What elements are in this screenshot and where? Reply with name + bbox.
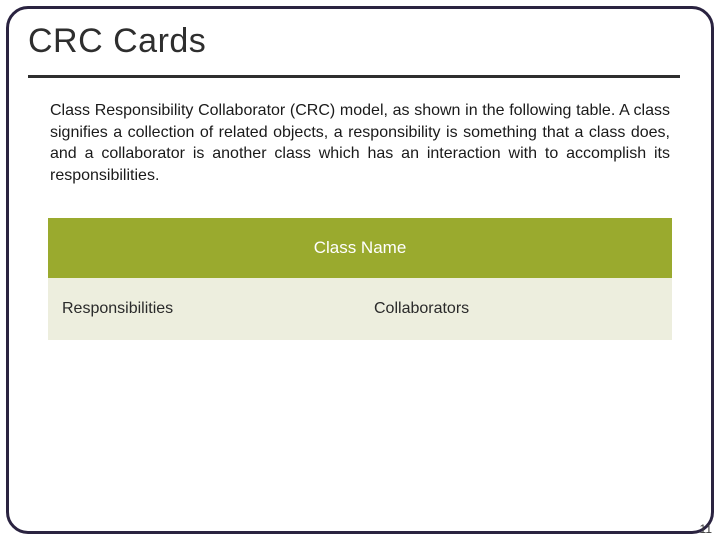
title-underline [28, 75, 680, 78]
slide: CRC Cards Class Responsibility Collabora… [0, 0, 720, 540]
crc-blank-left [48, 340, 360, 402]
crc-right-cell: Collaborators [360, 278, 672, 340]
body-text: Class Responsibility Collaborator (CRC) … [50, 100, 670, 186]
crc-blank-right [360, 340, 672, 402]
crc-right-label: Collaborators [374, 300, 469, 318]
crc-left-cell: Responsibilities [48, 278, 360, 340]
crc-label-row: Responsibilities Collaborators [48, 278, 672, 340]
crc-header: Class Name [48, 218, 672, 278]
page-number: 11 [700, 522, 712, 536]
slide-title: CRC Cards [28, 22, 206, 61]
crc-left-label: Responsibilities [62, 300, 173, 318]
crc-table: Class Name Responsibilities Collaborator… [48, 218, 672, 402]
crc-header-label: Class Name [314, 238, 407, 258]
crc-blank-row [48, 340, 672, 402]
